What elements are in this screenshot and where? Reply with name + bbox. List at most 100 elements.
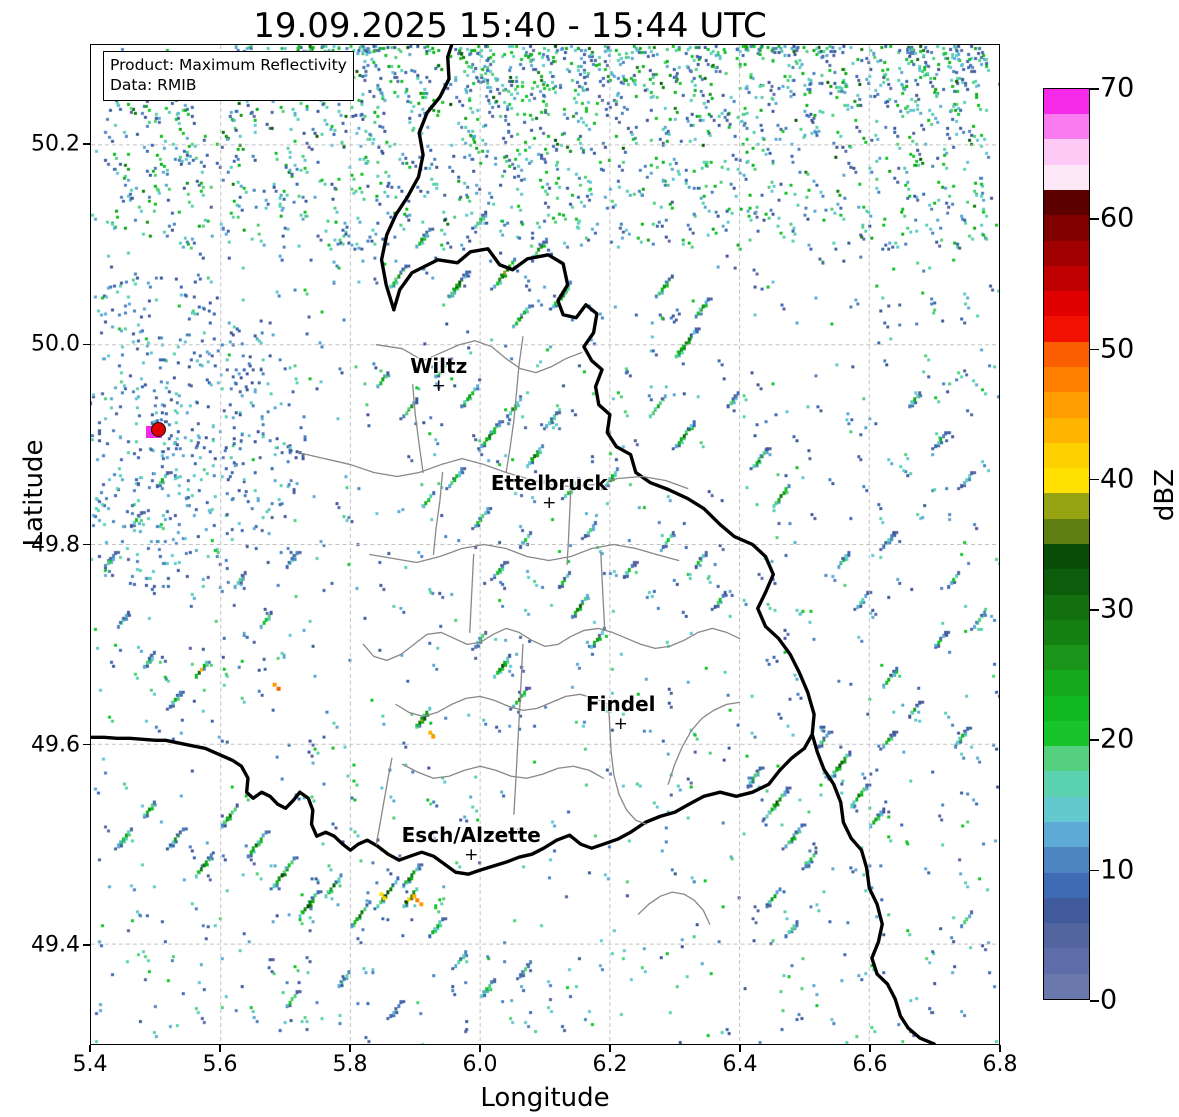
city-cross-marker-icon: + xyxy=(464,844,479,865)
colorbar-band-11 xyxy=(1044,695,1089,721)
colorbar-band-21 xyxy=(1044,442,1089,469)
colorbar-band-32 xyxy=(1044,164,1089,190)
y-tick-label: 50.0 xyxy=(31,331,80,357)
colorbar-band-19 xyxy=(1044,493,1089,519)
colorbar-band-17 xyxy=(1044,543,1089,570)
colorbar-band-30 xyxy=(1044,215,1089,241)
colorbar xyxy=(1043,88,1090,1000)
colorbar-band-22 xyxy=(1044,417,1089,443)
city-name: Findel xyxy=(586,691,656,716)
x-tick-label: 5.4 xyxy=(72,1052,108,1077)
colorbar-tickmark xyxy=(1090,88,1099,90)
city-label-wiltz: Wiltz + xyxy=(410,354,468,397)
colorbar-band-20 xyxy=(1044,468,1089,494)
colorbar-band-15 xyxy=(1044,594,1089,620)
y-axis-label: Latitude xyxy=(19,439,49,547)
colorbar-tick-label: 10 xyxy=(1100,854,1135,886)
colorbar-band-33 xyxy=(1044,139,1089,165)
x-tickmark xyxy=(999,1045,1001,1052)
colorbar-band-10 xyxy=(1044,720,1089,747)
colorbar-tick-label: 70 xyxy=(1100,72,1135,104)
map-plot-area[interactable]: Product: Maximum Reflectivity Data: RMIB… xyxy=(90,44,1000,1045)
colorbar-band-24 xyxy=(1044,366,1089,393)
colorbar-band-16 xyxy=(1044,569,1089,595)
x-tickmark xyxy=(349,1045,351,1052)
colorbar-band-7 xyxy=(1044,796,1089,823)
city-cross-marker-icon: + xyxy=(613,713,628,734)
colorbar-band-5 xyxy=(1044,847,1089,873)
colorbar-tickmark xyxy=(1090,478,1099,481)
colorbar-band-8 xyxy=(1044,771,1089,797)
product-line: Product: Maximum Reflectivity xyxy=(110,56,347,74)
colorbar-band-18 xyxy=(1044,518,1089,544)
colorbar-tickmark xyxy=(1090,609,1099,611)
y-tickmark xyxy=(83,743,90,746)
colorbar-band-29 xyxy=(1044,240,1089,266)
colorbar-band-27 xyxy=(1044,291,1089,317)
y-tickmark xyxy=(83,143,90,145)
x-tick-label: 6.0 xyxy=(462,1052,498,1077)
colorbar-band-1 xyxy=(1044,948,1089,974)
radar-site-marker xyxy=(145,422,168,440)
colorbar-tickmark xyxy=(1090,869,1099,872)
y-tick-label: 49.8 xyxy=(31,532,80,557)
y-tickmark xyxy=(83,543,90,546)
y-tickmark xyxy=(83,944,90,946)
colorbar-band-25 xyxy=(1044,341,1089,367)
x-tick-label: 6.8 xyxy=(982,1052,1018,1077)
colorbar-tick-label: 0 xyxy=(1100,984,1118,1016)
x-tick-label: 5.8 xyxy=(332,1052,368,1077)
colorbar-tick-label: 60 xyxy=(1100,202,1135,234)
colorbar-band-23 xyxy=(1044,392,1089,418)
radar-site-dot-icon xyxy=(150,422,166,438)
colorbar-band-4 xyxy=(1044,872,1089,898)
colorbar-band-9 xyxy=(1044,746,1089,772)
colorbar-title: dBZ xyxy=(1150,468,1179,522)
data-source-line: Data: RMIB xyxy=(110,76,197,95)
x-tickmark xyxy=(89,1045,91,1052)
x-tickmark xyxy=(479,1045,481,1052)
y-tick-label: 49.6 xyxy=(31,732,80,758)
figure-title: 19.09.2025 15:40 - 15:44 UTC xyxy=(253,6,767,46)
x-tick-label: 5.6 xyxy=(202,1052,238,1077)
gridlines-layer xyxy=(91,45,999,1044)
product-info-box: Product: Maximum Reflectivity Data: RMIB xyxy=(103,51,354,101)
city-label-esch-alzette: Esch/Alzette + xyxy=(401,822,541,865)
colorbar-tick-label: 50 xyxy=(1100,333,1135,365)
colorbar-band-6 xyxy=(1044,822,1089,848)
city-name: Esch/Alzette xyxy=(401,822,541,847)
colorbar-band-12 xyxy=(1044,670,1089,696)
city-cross-marker-icon: + xyxy=(542,493,557,514)
city-name: Wiltz xyxy=(410,354,468,379)
x-tickmark xyxy=(609,1045,611,1052)
colorbar-band-35 xyxy=(1044,88,1089,115)
colorbar-band-3 xyxy=(1044,897,1089,924)
x-tickmark xyxy=(739,1045,741,1052)
colorbar-band-26 xyxy=(1044,316,1089,342)
colorbar-tick-label: 40 xyxy=(1100,463,1135,495)
y-tickmark xyxy=(83,343,90,346)
colorbar-band-0 xyxy=(1044,973,1089,999)
colorbar-tickmark xyxy=(1090,348,1099,351)
x-tick-label: 6.6 xyxy=(852,1052,888,1077)
colorbar-tickmark xyxy=(1090,1000,1099,1002)
x-tickmark xyxy=(869,1045,871,1052)
city-cross-marker-icon: + xyxy=(431,376,446,397)
x-tick-label: 6.4 xyxy=(722,1052,758,1077)
x-tick-label: 6.2 xyxy=(592,1052,628,1077)
colorbar-band-14 xyxy=(1044,619,1089,646)
city-name: Ettelbruck xyxy=(490,471,608,496)
colorbar-band-13 xyxy=(1044,645,1089,671)
y-tick-label: 49.4 xyxy=(31,932,80,958)
colorbar-band-31 xyxy=(1044,190,1089,216)
colorbar-band-28 xyxy=(1044,265,1089,292)
colorbar-band-34 xyxy=(1044,114,1089,140)
colorbar-tick-label: 30 xyxy=(1100,593,1135,625)
colorbar-tickmark xyxy=(1090,218,1099,220)
colorbar-tickmark xyxy=(1090,739,1099,742)
colorbar-band-2 xyxy=(1044,923,1089,949)
map-borders-layer xyxy=(91,45,936,1044)
y-tick-label: 50.2 xyxy=(31,131,80,157)
colorbar-tick-label: 20 xyxy=(1100,723,1135,755)
